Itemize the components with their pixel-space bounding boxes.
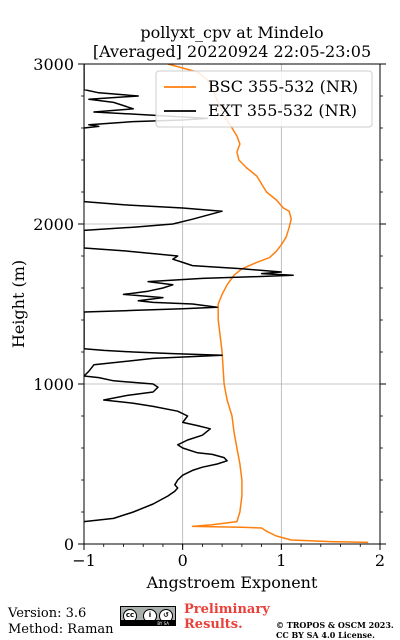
legend-box (155, 70, 373, 128)
copyright-line2: CC BY SA 4.0 License. (276, 630, 375, 640)
chart-title-line2: [Averaged] 20220924 22:05-23:05 (93, 42, 371, 61)
x-tick-label-0: −1 (72, 551, 96, 570)
preliminary-notice: Preliminary Results. (184, 602, 270, 632)
legend-label-2: EXT 355-532 (NR) (208, 101, 357, 120)
y-axis-label: Height (m) (9, 260, 28, 348)
x-tick-label-3: 2 (375, 551, 385, 570)
x-axis-label: Angstroem Exponent (146, 573, 318, 592)
y-tick-label-0: 0 (64, 535, 74, 554)
y-tick-label-1: 1000 (33, 375, 74, 394)
x-tick-label-2: 1 (276, 551, 286, 570)
preliminary-line2: Results. (184, 617, 243, 632)
plot-frame (83, 63, 381, 545)
preliminary-line1: Preliminary (184, 602, 270, 617)
x-tick-label-1: 0 (178, 551, 188, 570)
series-line-1 (167, 64, 369, 544)
angstroem-profile-chart: pollyxt_cpv at Mindelo [Averaged] 202209… (9, 23, 386, 592)
y-tick-label-3: 3000 (33, 55, 74, 74)
copyright-line1: © TROPOS & OSCM 2023. (276, 620, 394, 630)
method-label: Method: Raman (8, 622, 114, 637)
series-line-2 (84, 64, 294, 523)
version-label: Version: 3.6 (8, 606, 87, 621)
legend-label-1: BSC 355-532 (NR) (208, 77, 358, 96)
cc-by-sa-badge-icon: cc i ↺ BY SA (120, 606, 176, 626)
copyright-notice: © TROPOS & OSCM 2023. CC BY SA 4.0 Licen… (276, 620, 394, 640)
chart-title-line1: pollyxt_cpv at Mindelo (140, 23, 323, 42)
y-tick-label-2: 2000 (33, 215, 74, 234)
